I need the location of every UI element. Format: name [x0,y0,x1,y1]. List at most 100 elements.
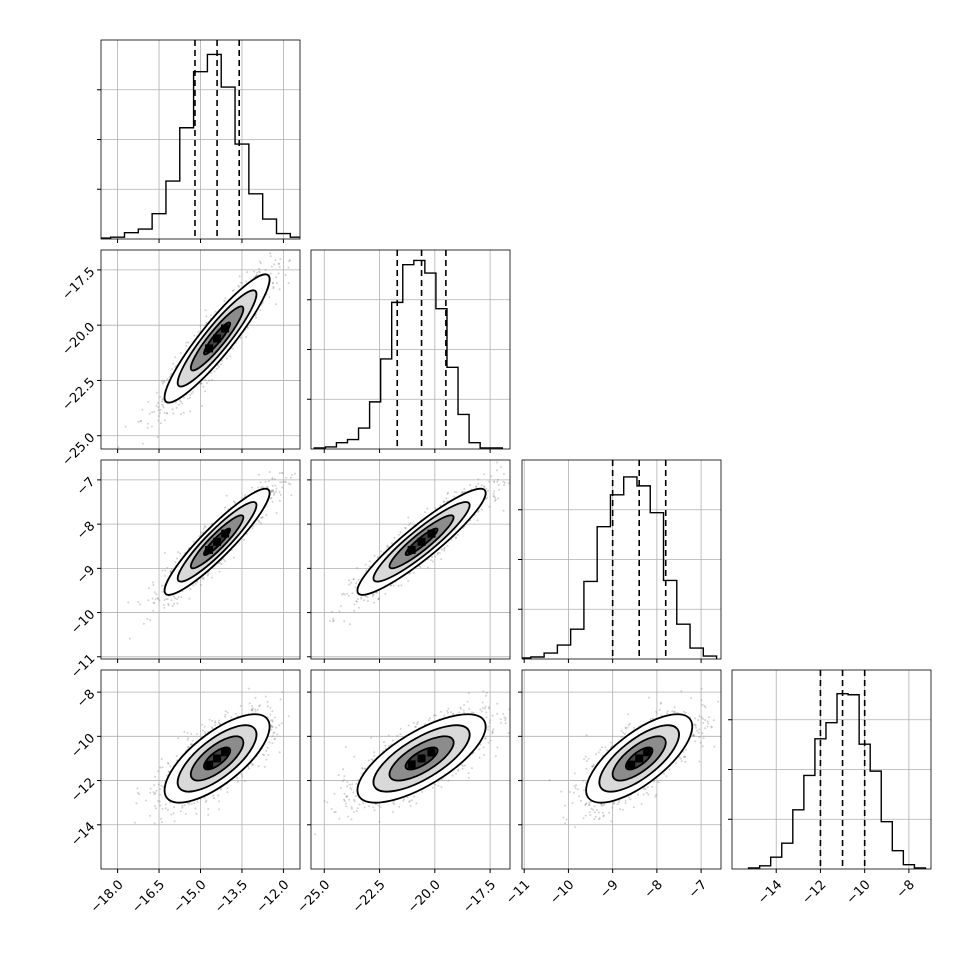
2-1-point-740 [332,618,334,620]
2-1-point-141 [496,481,498,483]
3-0-point-601 [145,800,147,802]
1-0-point-444 [157,436,159,438]
1-0-point-761 [258,268,260,270]
1-0-point-1010 [174,356,176,358]
2-0-point-823 [176,558,178,560]
2-1-density-core-2 [408,546,416,554]
3-0-point-670 [181,807,183,809]
2-0-point-811 [164,552,166,554]
2-1-density-core-0 [428,530,436,538]
3-0-point-537 [181,805,183,807]
3-0-point-200 [268,742,270,744]
2-0-point-193 [268,480,270,482]
3-0-point-595 [205,800,207,802]
1-0-point-598 [161,404,163,406]
2-0-point-72 [257,487,259,489]
1-0-point-969 [256,272,258,274]
3-0-point-72 [258,765,260,767]
2-1-point-81 [440,558,442,560]
2-1-point-1117 [378,598,380,600]
2-1-point-1263 [481,509,483,511]
2-1-point-1227 [372,594,374,596]
3-0-plot-area [101,670,312,869]
2-0-point-274 [148,587,150,589]
2-1-point-1043 [447,545,449,547]
2-0-point-328 [252,527,254,529]
diag-3-bin-4 [793,810,804,869]
3-0-point-679 [190,744,192,746]
3-0-point-352 [207,814,209,816]
2-0-point-223 [178,596,180,598]
2-1-point-1278 [427,566,429,568]
3-0-point-503 [159,794,161,796]
2-0-point-898 [303,471,305,473]
2-0-point-645 [176,603,178,605]
2-0-point-1055 [164,569,166,571]
2-0-point-1281 [258,521,260,523]
1-0-point-1069 [142,443,144,445]
3-0-point-770 [270,719,272,721]
diag-3-bin-3 [782,843,793,869]
1-0-point-1077 [117,446,119,448]
3-0-point-703 [265,696,267,698]
3-0-point-827 [161,821,163,823]
diag-0-bin-9 [221,87,235,239]
2-1-point-525 [496,469,498,471]
diag-0-plot-area [97,40,304,239]
2-1-point-1148 [372,595,374,597]
1-0-point-978 [285,245,287,247]
1-0-point-591 [161,398,163,400]
2-1-point-358 [463,488,465,490]
2-0-point-579 [155,593,157,595]
1-0-point-418 [147,427,149,429]
1-0-point-1184 [164,412,166,414]
1-0-point-1144 [187,398,189,400]
2-0-point-7 [260,481,262,483]
1-0-point-784 [255,317,257,319]
diag-0-bin-10 [235,144,249,239]
1-0-point-791 [172,363,174,365]
3-0-point-328 [159,788,161,790]
1-0-point-869 [157,402,159,404]
1-0-point-1104 [206,322,208,324]
2-1-point-690 [558,446,560,448]
2-0-point-387 [147,599,149,601]
2-1-point-997 [487,490,489,492]
2-0-point-950 [157,597,159,599]
2-1-point-660 [454,491,456,493]
3-0-point-168 [280,698,282,700]
1-0-point-287 [241,282,243,284]
2-1-point-74 [384,593,386,595]
2-0-point-571 [274,485,276,487]
3-0-point-521 [271,710,273,712]
2-1-point-975 [490,475,492,477]
2-0-point-679 [188,598,190,600]
2-1-point-463 [496,462,498,464]
1-0-point-767 [278,263,280,265]
2-1-point-1023 [453,496,455,498]
3-0-point-589 [281,691,283,693]
2-1-point-508 [363,599,365,601]
diag-2-bin-8 [624,477,637,659]
diag-0-bin-12 [263,219,277,239]
diag-0-bin-8 [207,54,221,239]
2-0-density-core-2 [205,546,213,554]
2-0-point-33 [224,507,226,509]
diag-3-bin-11 [870,771,881,869]
1-0-point-641 [272,282,274,284]
2-1-point-499 [493,490,495,492]
2-1-point-712 [497,497,499,499]
1-0-point-184 [189,394,191,396]
2-0-point-1250 [280,494,282,496]
3-0-point-290 [244,780,246,782]
3-0-point-197 [227,787,229,789]
2-0-point-119 [137,601,139,603]
2-0-point-584 [200,584,202,586]
2-0-plot-area [101,460,305,659]
2-1-point-812 [503,481,505,483]
2-0-point-91 [274,478,276,480]
1-0-point-1259 [205,315,207,317]
2-0-point-1033 [162,570,164,572]
2-0-point-954 [171,568,173,570]
